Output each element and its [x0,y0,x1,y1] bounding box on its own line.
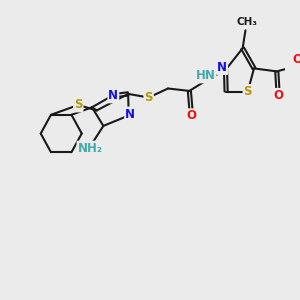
Text: S: S [74,98,82,112]
Text: S: S [244,85,252,98]
Text: O: O [186,109,196,122]
Text: NH₂: NH₂ [77,142,103,154]
Text: N: N [217,61,227,74]
Text: O: O [273,89,283,102]
Text: O: O [292,53,300,66]
Text: N: N [125,107,135,121]
Text: HN: HN [196,69,215,82]
Text: N: N [108,89,118,102]
Text: S: S [144,91,153,104]
Text: CH₃: CH₃ [236,17,257,27]
